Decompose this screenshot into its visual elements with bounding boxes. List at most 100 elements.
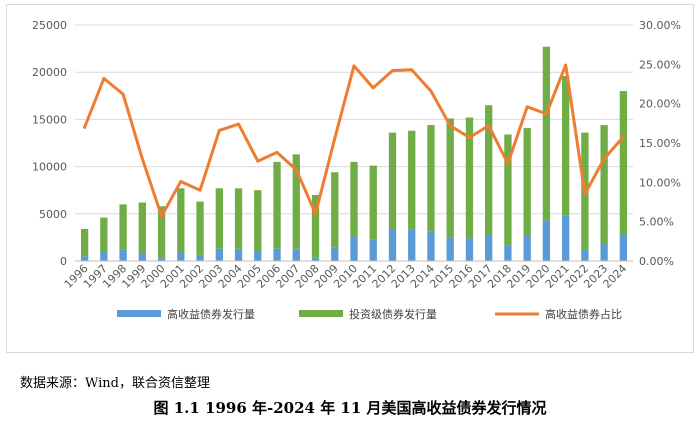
point-high-yield-share — [217, 128, 221, 132]
bar-high-yield-1997 — [100, 251, 108, 261]
y-left-tick-label: 20000 — [32, 66, 67, 79]
y-right-tick-label: 15.00% — [639, 137, 681, 150]
y-left-tick-label: 10000 — [32, 161, 67, 174]
point-high-yield-share — [275, 150, 279, 154]
bar-high-yield-2001 — [177, 252, 185, 261]
bar-high-yield-2015 — [446, 237, 454, 261]
point-high-yield-share — [583, 192, 587, 196]
bar-investment-grade-2008 — [311, 194, 320, 258]
bar-high-yield-2002 — [196, 255, 204, 261]
bar-investment-grade-2012 — [388, 132, 397, 230]
y-left-tick-label: 5000 — [39, 208, 67, 221]
point-high-yield-share — [621, 135, 625, 139]
bar-investment-grade-2013 — [408, 130, 416, 230]
bar-investment-grade-2016 — [465, 117, 474, 239]
bar-series — [80, 46, 628, 261]
point-high-yield-share — [602, 157, 606, 161]
bar-investment-grade-2015 — [446, 118, 454, 238]
share-line-series — [83, 63, 625, 218]
point-high-yield-share — [429, 89, 433, 93]
bar-investment-grade-2011 — [369, 165, 377, 240]
axes: 0 5000 10000 15000 20000 25000 0.00% 5.00% 10.00… — [32, 19, 681, 291]
point-high-yield-share — [410, 68, 414, 72]
bar-investment-grade-2019 — [523, 127, 531, 236]
bar-high-yield-2009 — [331, 247, 339, 261]
bar-investment-grade-2004 — [234, 188, 243, 249]
bar-investment-grade-1999 — [138, 202, 147, 254]
legend-swatch — [299, 310, 343, 317]
point-high-yield-share — [352, 64, 356, 68]
bar-high-yield-2016 — [465, 238, 474, 261]
bar-investment-grade-2003 — [215, 188, 223, 249]
bar-investment-grade-2002 — [196, 201, 204, 256]
y-right-tick-label: 30.00% — [639, 19, 681, 32]
point-high-yield-share — [160, 214, 164, 218]
point-high-yield-share — [487, 124, 491, 128]
bar-high-yield-2024 — [619, 234, 628, 261]
bar-high-yield-2021 — [561, 215, 570, 261]
bar-high-yield-2011 — [369, 239, 377, 261]
bar-investment-grade-2006 — [273, 161, 281, 249]
bar-high-yield-2005 — [254, 251, 262, 261]
bar-high-yield-2006 — [273, 248, 281, 261]
y-left-tick-label: 15000 — [32, 113, 67, 126]
bar-high-yield-2022 — [581, 249, 589, 261]
bar-investment-grade-2000 — [157, 206, 166, 259]
point-high-yield-share — [390, 69, 394, 73]
bar-investment-grade-2020 — [542, 46, 551, 221]
chart-canvas: 0 5000 10000 15000 20000 25000 0.00% 5.00% 10.00… — [32, 19, 681, 321]
point-high-yield-share — [467, 135, 471, 139]
legend-label: 高收益债券占比 — [545, 307, 622, 321]
bar-investment-grade-1998 — [119, 204, 127, 250]
point-high-yield-share — [544, 112, 548, 116]
y-right-tick-label: 5.00% — [639, 216, 674, 229]
point-high-yield-share — [314, 212, 318, 216]
bar-high-yield-1998 — [119, 249, 127, 261]
point-high-yield-share — [256, 159, 260, 163]
bar-high-yield-2020 — [542, 220, 551, 261]
legend-swatch — [117, 310, 161, 317]
bar-investment-grade-2001 — [177, 188, 185, 253]
bar-high-yield-2010 — [350, 236, 358, 261]
bar-high-yield-2003 — [215, 248, 223, 261]
bar-investment-grade-2018 — [504, 134, 512, 246]
bar-investment-grade-2023 — [600, 125, 608, 245]
bar-investment-grade-2010 — [350, 161, 358, 237]
point-high-yield-share — [83, 125, 87, 129]
y-left-tick-label: 0 — [60, 255, 67, 268]
bar-high-yield-2013 — [408, 229, 416, 261]
bar-investment-grade-2009 — [331, 172, 339, 248]
bar-high-yield-2019 — [523, 235, 531, 261]
point-high-yield-share — [237, 122, 241, 126]
point-high-yield-share — [448, 124, 452, 128]
point-high-yield-share — [506, 161, 510, 165]
bar-investment-grade-2007 — [292, 154, 300, 249]
point-high-yield-share — [525, 105, 529, 109]
bar-investment-grade-2021 — [561, 75, 570, 216]
bar-high-yield-2004 — [234, 248, 243, 261]
bar-high-yield-1999 — [138, 253, 147, 261]
bar-high-yield-2008 — [311, 257, 320, 261]
bar-investment-grade-2005 — [254, 190, 262, 252]
y-right-tick-label: 25.00% — [639, 58, 681, 71]
y-left-tick-label: 25000 — [32, 19, 67, 32]
point-high-yield-share — [121, 92, 125, 96]
bar-high-yield-1996 — [80, 256, 89, 261]
figure-caption: 图 1.1 1996 年-2024 年 11 月美国高收益债券发行情况 — [153, 399, 547, 417]
legend-label: 投资级债券发行量 — [349, 307, 437, 321]
bar-high-yield-2014 — [427, 231, 435, 261]
point-high-yield-share — [294, 168, 298, 172]
bar-high-yield-2018 — [504, 245, 512, 261]
bar-high-yield-2007 — [292, 248, 300, 261]
bar-high-yield-2023 — [600, 244, 608, 261]
legend: 高收益债券发行量 投资级债券发行量 高收益债券占比 — [117, 307, 622, 321]
bar-high-yield-2017 — [485, 234, 493, 261]
bar-investment-grade-2017 — [485, 105, 493, 235]
point-high-yield-share — [102, 76, 106, 80]
point-high-yield-share — [179, 180, 183, 184]
bar-investment-grade-2014 — [427, 125, 435, 232]
bar-investment-grade-1997 — [100, 217, 108, 252]
bar-investment-grade-2024 — [619, 91, 628, 235]
bar-high-yield-2000 — [157, 258, 166, 261]
point-high-yield-share — [140, 157, 144, 161]
